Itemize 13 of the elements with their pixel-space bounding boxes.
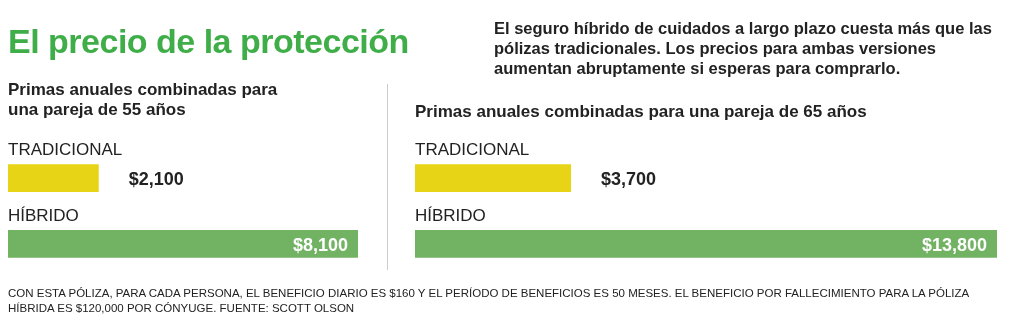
data-label: $2,100 (128, 169, 184, 190)
y-tick-label: HÍBRIDO (415, 205, 486, 225)
chart-title: Primas anuales combinadas para una pareja de 65 años (415, 102, 868, 122)
text: CON ESTA PÓLIZA, PARA CADA PERSONA, EL BENEFICIO DIARIO ES $160 Y EL PERÍODO DE BENEFICIOS ES 50 MESES. EL BENEFICIO POR FALLECIMIENTO PARA LA PÓLIZA HÍBRIDA ES $120,000 POR CÓNYUGE. FUENTE: SCOTT OLSON (8, 286, 970, 316)
y-tick-label: HÍBRIDO (8, 205, 79, 225)
text: El precio de la protección (8, 22, 409, 61)
chart-title: Primas anuales combinadas para una pareja de 55 años (8, 80, 278, 120)
data-label: $8,100 (292, 234, 348, 255)
text: El seguro híbrido de cuidados a largo plazo cuesta más que las pólizas tradicionales. Los precios para ambas versiones aumentan abruptamente si esperas para comprarlo. (494, 18, 993, 78)
y-tick-label: TRADICIONAL (8, 139, 123, 159)
y-tick-label: TRADICIONAL (415, 139, 530, 159)
data-label: $3,700 (601, 169, 657, 190)
data-label: $13,800 (921, 234, 987, 255)
